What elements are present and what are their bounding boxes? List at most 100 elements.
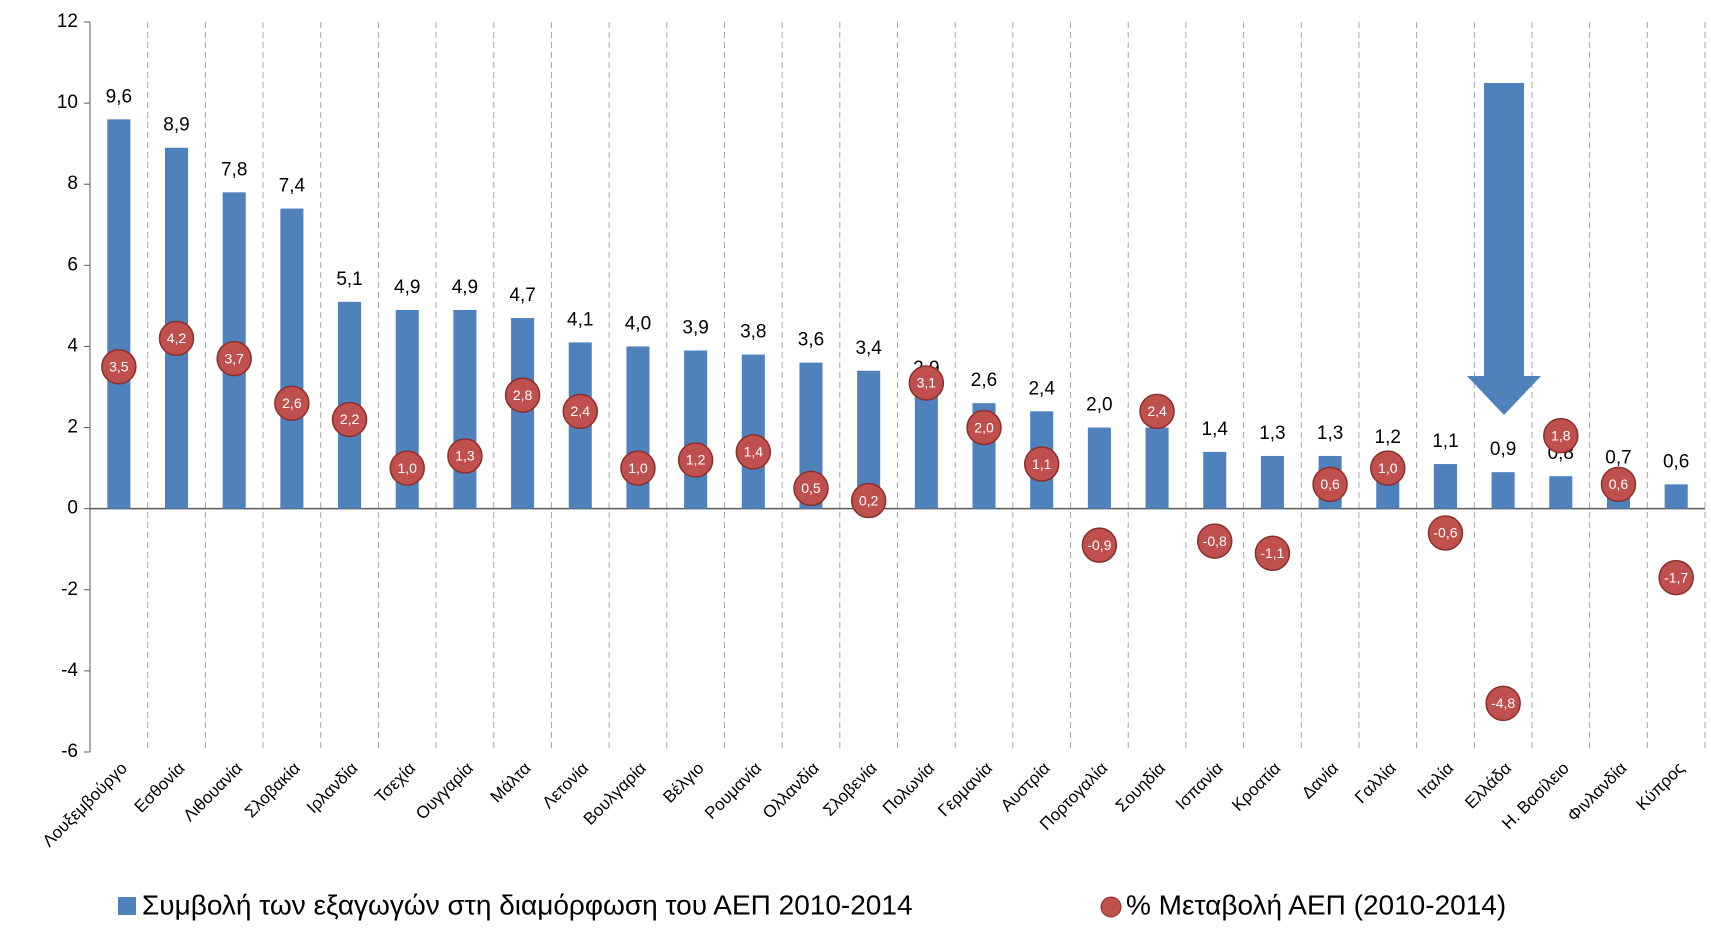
dot (1658, 559, 1694, 596)
x-tick-label: Λετονία (539, 758, 593, 812)
x-tick-label: Μάλτα (487, 758, 535, 806)
dot (850, 482, 887, 519)
dot-value-label: -4,8 (1491, 695, 1515, 711)
dot-value-label: 1,8 (1551, 427, 1571, 443)
bar (1260, 455, 1284, 509)
bar (914, 391, 938, 509)
y-tick-label: 10 (57, 92, 78, 113)
dot-value-label: 3,5 (109, 358, 129, 374)
bar (453, 309, 477, 509)
bar (684, 350, 708, 509)
dot (1370, 450, 1406, 486)
bar-value-label: 3,4 (855, 338, 882, 359)
y-tick-label: 8 (67, 173, 78, 194)
x-tick-label: Ισπανία (1172, 758, 1227, 813)
bar-value-label: 2,6 (971, 370, 997, 391)
dot (274, 385, 310, 421)
legend-swatch (1100, 896, 1122, 918)
dot-value-label: 2,0 (974, 419, 994, 435)
x-tick-label: Βέλγιο (659, 759, 707, 807)
x-tick-label: Ιταλία (1414, 758, 1458, 802)
dot-value-label: -0,9 (1087, 537, 1111, 553)
dot (1312, 466, 1348, 503)
bar-value-label: 1,3 (1259, 423, 1285, 444)
x-tick-label: Τσεχία (371, 758, 419, 806)
dot (966, 409, 1002, 446)
dot-value-label: 2,4 (1147, 403, 1167, 419)
bar-value-label: 9,6 (106, 86, 132, 107)
x-tick-label: Δανία (1298, 758, 1342, 802)
dot-value-label: 1,1 (1032, 456, 1052, 472)
dot (1139, 393, 1175, 430)
dot-value-label: 0,6 (1320, 476, 1340, 492)
bar-value-label: 3,9 (682, 318, 708, 339)
bar-value-label: 1,4 (1202, 419, 1229, 440)
dot-value-label: -0,8 (1203, 533, 1227, 549)
bar (511, 318, 535, 509)
bar-value-label: 1,1 (1432, 431, 1458, 452)
dot (216, 340, 252, 377)
y-tick-label: 12 (57, 11, 78, 32)
x-tick-label: Λουξεμβούργο (39, 759, 131, 851)
x-tick-label: Ουγγαρία (412, 758, 477, 823)
dot-value-label: 2,6 (282, 395, 302, 411)
dot-value-label: -0,6 (1433, 525, 1457, 541)
dot (677, 442, 714, 478)
bar-value-label: 4,9 (394, 277, 420, 298)
dot (1600, 466, 1637, 503)
x-tick-label: Κύπρος (1633, 759, 1689, 815)
dot-value-label: 0,5 (801, 480, 821, 496)
bar-value-label: 7,4 (279, 176, 306, 197)
bar-value-label: 0,6 (1663, 451, 1689, 472)
x-tick-label: Λιθουανία (180, 758, 247, 825)
bar-value-label: 3,6 (798, 330, 824, 351)
x-tick-label: Σλοβακία (241, 758, 304, 821)
x-tick-label: Ελλάδα (1461, 758, 1515, 812)
bar (107, 119, 131, 509)
plot: 9,6 8,9 7,8 7,4 5,1 4,9 4,9 4,7 4,1 4,0 3,9 3,8 3,6 3… (101, 86, 1694, 722)
bar (857, 370, 881, 509)
dot (504, 377, 541, 413)
bar (280, 208, 304, 509)
bar-value-label: 1,2 (1375, 427, 1401, 448)
dot-value-label: -1,1 (1260, 545, 1284, 561)
x-tick-label: Γερμανία (934, 758, 996, 820)
dot (562, 393, 599, 430)
bar-value-label: 0,7 (1605, 447, 1631, 468)
x-tick-label: Βουλγαρία (580, 758, 650, 828)
x-tick-label: Σουηδία (1112, 758, 1169, 815)
x-tick-label: Εσθονία (131, 758, 189, 816)
y-tick-label: -2 (61, 579, 78, 600)
dot (158, 320, 195, 357)
bar-value-label: 4,9 (452, 277, 478, 298)
dot (1254, 535, 1291, 572)
dot (1543, 417, 1579, 454)
bar-value-label: 1,3 (1317, 423, 1343, 444)
dot (735, 434, 772, 470)
x-tick-label: Αυστρία (997, 758, 1054, 815)
bar (1145, 427, 1169, 509)
bar-value-label: 4,7 (509, 285, 535, 306)
dot-value-label: 2,4 (571, 403, 591, 419)
dot-value-label: 0,2 (859, 492, 879, 508)
dot-value-label: 1,0 (1378, 460, 1398, 476)
legend-label: % Μεταβολή ΑΕΠ (2010-2014) (1126, 889, 1506, 920)
legend-label: Συμβολή των εξαγωγών στη διαμόρφωση του … (142, 889, 913, 920)
dot (1427, 515, 1464, 551)
y-tick-label: -6 (61, 741, 78, 762)
highlight-arrow (1467, 83, 1541, 415)
dot-value-label: 4,2 (167, 330, 187, 346)
bar-value-label: 4,0 (625, 313, 651, 334)
y-tick-label: -4 (61, 660, 78, 681)
x-tick-label: Γαλλία (1351, 758, 1400, 807)
bar (1549, 476, 1573, 509)
bar-value-label: 0,9 (1490, 439, 1516, 460)
y-tick-label: 4 (67, 335, 78, 356)
dot (331, 401, 368, 438)
x-tick-label: Κροατία (1228, 758, 1284, 814)
bar (1491, 472, 1515, 509)
dot-value-label: 1,2 (686, 452, 706, 468)
y-tick-label: 6 (67, 254, 78, 275)
